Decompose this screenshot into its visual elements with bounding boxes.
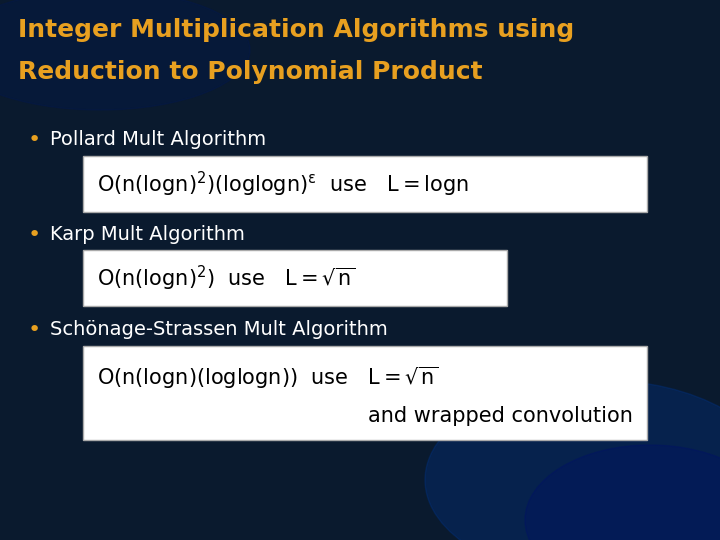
Text: Karp Mult Algorithm: Karp Mult Algorithm	[50, 225, 245, 244]
Text: •: •	[28, 225, 41, 245]
Text: and wrapped convolution: and wrapped convolution	[368, 406, 633, 426]
Text: $\mathrm{O(n(logn)^{2})}$  use   $\mathrm{L = \sqrt{n}}$: $\mathrm{O(n(logn)^{2})}$ use $\mathrm{L…	[97, 264, 356, 293]
Text: Schönage-Strassen Mult Algorithm: Schönage-Strassen Mult Algorithm	[50, 320, 388, 339]
Ellipse shape	[0, 0, 250, 110]
Text: •: •	[28, 320, 41, 340]
Text: •: •	[28, 130, 41, 150]
Ellipse shape	[525, 445, 720, 540]
FancyBboxPatch shape	[83, 250, 507, 306]
Text: Reduction to Polynomial Product: Reduction to Polynomial Product	[18, 60, 482, 84]
Text: $\mathrm{O(n(logn)(loglogn))}$  use   $\mathrm{L = \sqrt{n}}$: $\mathrm{O(n(logn)(loglogn))}$ use $\mat…	[97, 365, 438, 391]
Text: Pollard Mult Algorithm: Pollard Mult Algorithm	[50, 130, 266, 149]
Text: Integer Multiplication Algorithms using: Integer Multiplication Algorithms using	[18, 18, 575, 42]
Ellipse shape	[425, 380, 720, 540]
FancyBboxPatch shape	[83, 346, 647, 440]
Text: $\mathrm{O(n(logn)^{2})(loglogn)^{\varepsilon}}$  use   $\mathrm{L = logn}$: $\mathrm{O(n(logn)^{2})(loglogn)^{\varep…	[97, 170, 469, 199]
FancyBboxPatch shape	[83, 156, 647, 212]
